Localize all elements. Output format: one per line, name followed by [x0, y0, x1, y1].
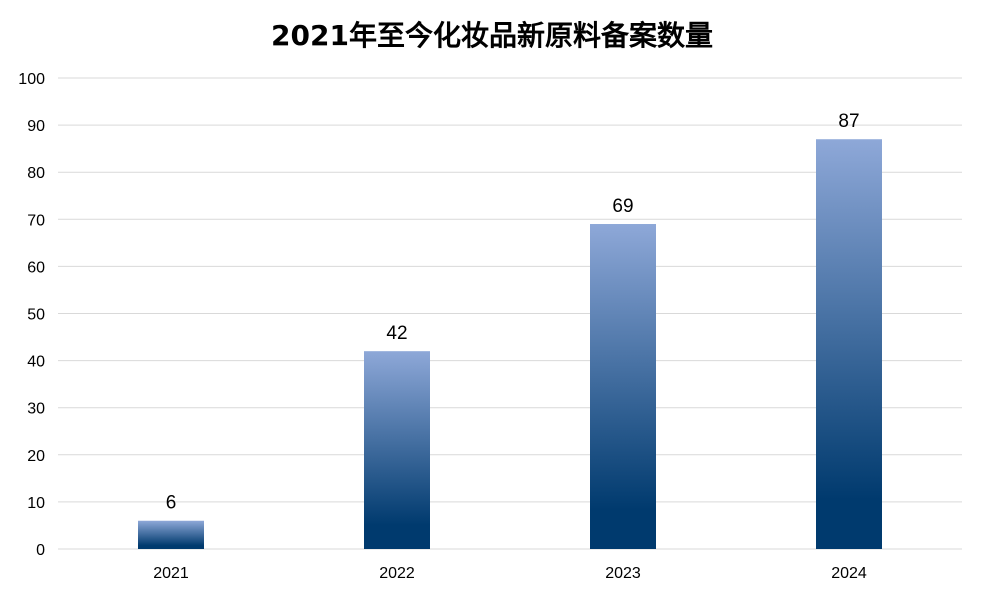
bars	[138, 139, 882, 550]
y-tick-label: 40	[27, 354, 45, 371]
data-label: 87	[838, 111, 859, 132]
y-tick-label: 0	[36, 542, 45, 559]
y-tick-label: 30	[27, 401, 45, 418]
x-tick-label: 2021	[153, 565, 189, 582]
x-axis-ticks: 2021 2022 2023 2024	[153, 565, 867, 582]
x-tick-label: 2023	[605, 565, 641, 582]
data-label: 42	[386, 323, 407, 344]
y-tick-label: 60	[27, 259, 45, 276]
gridlines	[58, 77, 962, 550]
y-tick-label: 10	[27, 495, 45, 512]
y-tick-label: 70	[27, 212, 45, 229]
y-axis-ticks: 0 10 20 30 40 50 60 70 80 90 100	[18, 71, 45, 559]
y-tick-label: 80	[27, 165, 45, 182]
bar-2024	[816, 139, 882, 550]
x-tick-label: 2022	[379, 565, 415, 582]
data-label: 6	[166, 493, 177, 514]
bar-2023	[590, 224, 656, 549]
data-labels: 6 42 69 87	[166, 111, 860, 514]
y-tick-label: 50	[27, 307, 45, 324]
chart-title: 2021年至今化妆品新原料备案数量	[271, 19, 713, 52]
x-tick-label: 2024	[831, 565, 867, 582]
data-label: 69	[612, 196, 633, 217]
bar-2022	[364, 351, 430, 549]
bar-2021	[138, 520, 204, 549]
y-tick-label: 90	[27, 118, 45, 135]
y-tick-label: 20	[27, 448, 45, 465]
y-tick-label: 100	[18, 71, 45, 88]
